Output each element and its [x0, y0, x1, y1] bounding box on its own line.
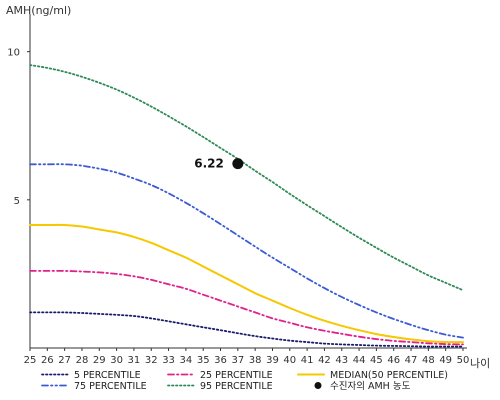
y-axis-title: AMH(ng/ml) — [6, 4, 71, 17]
legend-label: 수진자의 AMH 농도 — [330, 381, 411, 392]
series-line-5-percentile — [29, 311, 464, 348]
x-tick-label: 32 — [145, 355, 158, 366]
series-line-95-percentile — [29, 64, 464, 292]
x-tick-label: 45 — [370, 355, 383, 366]
legend-item: MEDIAN(50 PERCENTILE) — [297, 370, 448, 381]
legend: 5 PERCENTILE 25 PERCENTILE MEDIAN(50 PERCE… — [41, 370, 448, 392]
legend-item: 5 PERCENTILE — [41, 370, 141, 381]
highlight-layer: 6.22 — [194, 157, 244, 171]
y-tick-label: 10 — [7, 48, 20, 59]
legend-item: 95 PERCENTILE — [167, 381, 273, 392]
x-tick-label: 36 — [214, 355, 227, 366]
legend-label: 25 PERCENTILE — [200, 370, 273, 381]
x-tick-label: 40 — [283, 355, 296, 366]
x-tick-label: 26 — [41, 355, 54, 366]
series-layer — [29, 64, 464, 348]
x-tick-label: 48 — [422, 355, 435, 366]
x-tick-label: 38 — [249, 355, 262, 366]
legend-item: 수진자의 AMH 농도 — [314, 381, 411, 392]
legend-item: 75 PERCENTILE — [41, 381, 147, 392]
x-tick-label: 35 — [197, 355, 210, 366]
series-line-median-50-percentile — [29, 223, 464, 344]
ticks: 25 26 27 28 29 30 31 32 33 34 35 36 37 38 39 40 41 42 43 44… — [7, 48, 469, 366]
x-tick-label: 44 — [353, 355, 366, 366]
x-axis-title: 나이 — [470, 357, 490, 370]
x-tick-label: 29 — [93, 355, 106, 366]
x-tick-label: 41 — [301, 355, 314, 366]
x-tick-label: 47 — [405, 355, 418, 366]
x-tick-label: 49 — [439, 355, 452, 366]
legend-marker-point — [314, 382, 322, 389]
x-tick-label: 30 — [110, 355, 123, 366]
x-tick-label: 50 — [457, 355, 470, 366]
series-line-75-percentile — [29, 163, 464, 339]
legend-label: 5 PERCENTILE — [74, 370, 141, 381]
legend-label: 95 PERCENTILE — [200, 381, 273, 392]
x-tick-label: 33 — [162, 355, 175, 366]
x-tick-label: 42 — [318, 355, 331, 366]
x-tick-label: 31 — [128, 355, 141, 366]
x-tick-label: 34 — [180, 355, 193, 366]
x-tick-label: 28 — [76, 355, 89, 366]
series-line-25-percentile — [29, 269, 464, 346]
legend-label: 75 PERCENTILE — [74, 381, 147, 392]
x-tick-label: 37 — [231, 355, 244, 366]
x-tick-label: 27 — [58, 355, 71, 366]
x-tick-label: 39 — [266, 355, 279, 366]
y-tick-label: 5 — [14, 196, 20, 207]
patient-amh-value-label: 6.22 — [194, 157, 224, 171]
legend-item: 25 PERCENTILE — [167, 370, 273, 381]
x-tick-label: 46 — [387, 355, 400, 366]
x-tick-label: 25 — [24, 355, 37, 366]
x-tick-label: 43 — [335, 355, 348, 366]
patient-amh-point — [232, 158, 244, 170]
legend-label: MEDIAN(50 PERCENTILE) — [330, 370, 448, 381]
axes: AMH(ng/ml) 나이 — [6, 4, 490, 370]
